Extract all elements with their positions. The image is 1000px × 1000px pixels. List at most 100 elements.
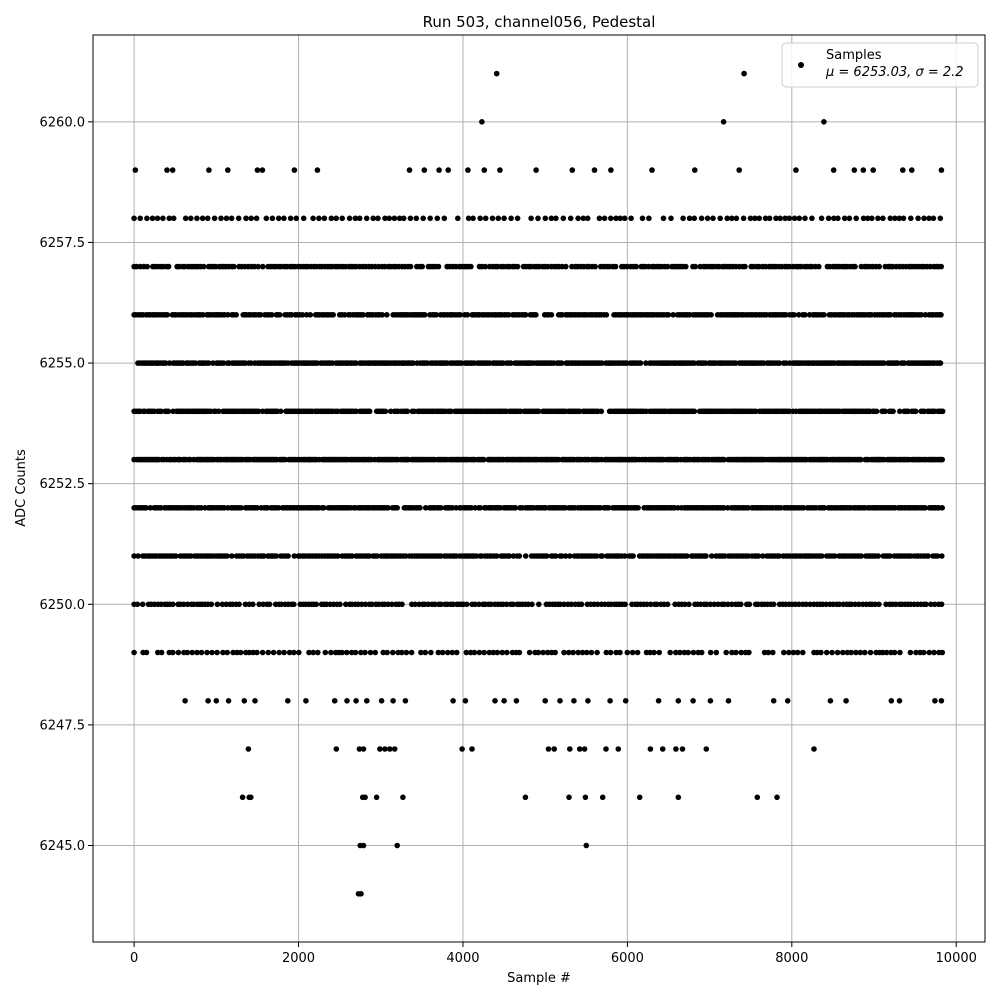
data-point <box>339 649 345 656</box>
data-point <box>670 312 676 318</box>
data-point <box>322 649 329 656</box>
data-point <box>651 649 657 656</box>
data-point <box>439 649 446 656</box>
data-point <box>937 215 944 222</box>
data-point <box>834 649 841 656</box>
data-point <box>255 408 262 415</box>
x-tick-label: 6000 <box>611 951 644 966</box>
data-point <box>766 215 773 222</box>
data-point <box>607 649 614 656</box>
data-point <box>544 553 550 559</box>
data-point <box>445 167 452 173</box>
data-point <box>486 649 493 656</box>
data-point <box>897 408 903 415</box>
x-axis-ticks: 0 2000 4000 6000 8000 10000 <box>130 942 977 966</box>
data-point <box>291 553 298 559</box>
data-point <box>931 601 938 608</box>
data-point <box>566 794 572 801</box>
data-point <box>691 215 698 222</box>
data-point <box>214 649 220 656</box>
data-point <box>287 215 294 222</box>
data-point <box>528 215 534 222</box>
data-point <box>920 649 927 656</box>
data-point <box>360 312 366 318</box>
data-point <box>552 649 558 656</box>
data-point <box>776 360 783 366</box>
data-point <box>476 649 483 656</box>
data-point <box>703 746 710 752</box>
data-point <box>403 649 410 656</box>
data-point <box>559 553 565 559</box>
data-point <box>533 312 539 318</box>
data-point <box>316 215 322 222</box>
data-point <box>413 215 420 222</box>
data-point <box>535 408 542 415</box>
data-point <box>803 601 809 608</box>
data-point <box>668 215 674 222</box>
data-point <box>786 215 793 222</box>
data-point <box>633 263 639 270</box>
data-point <box>892 215 898 222</box>
data-point <box>233 312 239 318</box>
data-point <box>890 408 896 415</box>
data-point <box>533 167 539 173</box>
data-point <box>436 167 442 173</box>
data-point <box>454 649 460 656</box>
data-point <box>208 601 215 608</box>
data-point <box>581 746 588 752</box>
data-point <box>836 601 843 608</box>
data-point <box>164 312 171 318</box>
data-point <box>607 698 613 704</box>
data-point <box>333 215 340 222</box>
data-point <box>783 312 789 318</box>
data-point <box>784 698 791 704</box>
data-point <box>840 649 846 656</box>
data-point <box>562 553 569 559</box>
data-point <box>819 553 825 559</box>
data-point <box>506 553 513 559</box>
data-point <box>723 649 729 656</box>
data-point <box>450 698 456 704</box>
data-point <box>501 215 507 222</box>
data-point <box>420 215 427 222</box>
legend-box <box>781 42 979 88</box>
data-point <box>245 746 252 752</box>
data-point <box>827 698 834 704</box>
data-point <box>406 167 413 173</box>
data-point <box>236 601 242 608</box>
data-point <box>552 553 559 559</box>
x-tick-label: 10000 <box>936 951 977 966</box>
data-point <box>876 263 882 270</box>
data-point <box>931 649 937 656</box>
data-point <box>503 601 510 608</box>
data-point <box>363 215 370 222</box>
data-point <box>647 601 654 608</box>
data-point <box>891 649 898 656</box>
legend-marker <box>798 62 804 68</box>
data-point <box>435 649 442 656</box>
data-point <box>582 794 589 801</box>
data-point <box>194 649 200 656</box>
data-point <box>692 263 698 270</box>
data-point <box>857 649 864 656</box>
data-point <box>926 649 932 656</box>
data-point <box>360 746 367 752</box>
data-point <box>353 360 359 366</box>
data-point <box>747 215 754 222</box>
data-point <box>584 215 591 222</box>
data-point <box>580 215 587 222</box>
data-point <box>374 553 381 559</box>
data-point <box>296 649 302 656</box>
data-point <box>691 408 698 415</box>
data-point <box>685 649 691 656</box>
data-point <box>482 215 489 222</box>
data-point <box>270 649 277 656</box>
x-tick-label: 8000 <box>775 951 808 966</box>
data-point <box>740 215 747 222</box>
data-point <box>209 649 215 656</box>
data-point <box>173 553 179 559</box>
data-point <box>501 698 507 704</box>
data-point <box>698 215 705 222</box>
data-point <box>937 360 944 366</box>
data-point <box>494 553 500 559</box>
